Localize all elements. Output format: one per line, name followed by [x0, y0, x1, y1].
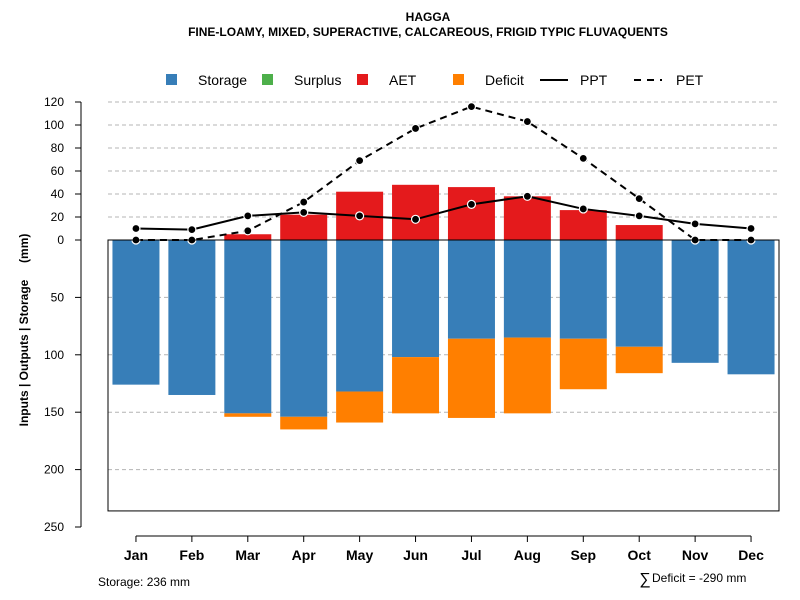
ppt-point — [131, 223, 141, 234]
pet-point — [243, 226, 253, 236]
legend-swatch-surplus — [262, 74, 273, 85]
ppt-point — [578, 204, 588, 214]
pet-line — [135, 105, 752, 241]
storage-bar — [224, 240, 272, 414]
y-tick-label: 150 — [44, 405, 64, 419]
x-tick-label-nov: Nov — [682, 547, 709, 563]
y-axis-label: Inputs | Outputs | Storage (mm) — [17, 234, 31, 427]
storage-bar — [336, 240, 384, 392]
legend-label-pet: PET — [676, 72, 704, 88]
aet-bar — [447, 187, 495, 240]
pet-point — [578, 153, 588, 163]
deficit-sum-symbol: ∑ — [639, 571, 650, 588]
storage-bar — [503, 240, 551, 338]
deficit-bar — [615, 346, 663, 374]
deficit-bar — [503, 337, 551, 414]
storage-bar — [727, 240, 775, 375]
legend-label-deficit: Deficit — [485, 72, 524, 88]
y-tick-label: 50 — [51, 290, 65, 304]
ppt-point — [634, 211, 644, 221]
deficit-note: Deficit = -290 mm — [652, 571, 746, 585]
storage-note: Storage: 236 mm — [98, 575, 190, 589]
x-tick-label-apr: Apr — [292, 547, 317, 563]
x-tick-label-sep: Sep — [570, 547, 596, 563]
pet-point — [299, 197, 309, 207]
bars — [112, 184, 775, 430]
pet-point — [522, 116, 532, 127]
aet-bar — [615, 225, 663, 240]
ppt-point — [522, 191, 532, 201]
y-tick-label: 250 — [44, 520, 64, 534]
x-tick-label-aug: Aug — [514, 547, 541, 563]
storage-bar — [168, 240, 216, 395]
storage-bar — [671, 240, 719, 363]
storage-bar — [112, 240, 160, 385]
storage-bar — [559, 240, 607, 339]
legend-label-aet: AET — [389, 72, 417, 88]
y-tick-label: 200 — [44, 463, 64, 477]
lines — [131, 101, 756, 245]
pet-point — [634, 194, 644, 204]
ppt-point — [187, 225, 197, 235]
storage-bar — [615, 240, 663, 347]
y-tick-label: 80 — [51, 141, 65, 155]
ppt-point — [299, 207, 309, 217]
ppt-point — [410, 214, 421, 224]
legend-swatch-aet — [357, 74, 368, 85]
x-tick-label-may: May — [346, 547, 373, 563]
x-tick-label-jul: Jul — [461, 547, 481, 563]
aet-bar — [392, 184, 440, 240]
y-tick-label: 120 — [44, 95, 64, 109]
chart-subtitle: FINE-LOAMY, MIXED, SUPERACTIVE, CALCAREO… — [188, 25, 668, 39]
legend-label-ppt: PPT — [580, 72, 608, 88]
storage-bar — [280, 240, 328, 417]
aet-bar — [280, 214, 328, 240]
y-tick-label: 60 — [51, 164, 65, 178]
deficit-bar — [336, 391, 384, 423]
aet-bar — [503, 196, 551, 240]
legend-swatch-storage — [166, 74, 177, 85]
deficit-bar — [447, 338, 495, 418]
ppt-point — [690, 219, 700, 229]
storage-bar — [392, 240, 440, 358]
legend-swatch-deficit — [453, 74, 464, 85]
y-tick-label: 0 — [57, 233, 64, 247]
legend: Storage Surplus AET Deficit PPT PET — [166, 72, 704, 88]
ppt-line — [135, 195, 752, 231]
legend-label-surplus: Surplus — [294, 72, 341, 88]
y-tick-label: 100 — [44, 118, 64, 132]
y-tick-label: 100 — [44, 348, 64, 362]
x-tick-label-jun: Jun — [403, 547, 428, 563]
deficit-bar — [280, 416, 328, 430]
chart-title: HAGGA — [406, 10, 451, 24]
pet-point — [466, 101, 477, 112]
aet-bar — [224, 234, 272, 240]
legend-label-storage: Storage — [198, 72, 247, 88]
y-tick-label: 20 — [51, 210, 65, 224]
axes: 0 20 40 60 80 100 120 50 100 150 200 250 Jan Feb Mar Ap… — [44, 95, 780, 563]
deficit-bar — [559, 338, 607, 390]
x-tick-label-jan: Jan — [124, 547, 148, 563]
x-tick-label-feb: Feb — [179, 547, 204, 563]
x-tick-label-oct: Oct — [628, 547, 652, 563]
ppt-point — [355, 211, 365, 221]
ppt-point — [466, 199, 477, 209]
deficit-bar — [392, 357, 440, 414]
pet-point — [410, 123, 421, 134]
y-tick-label: 40 — [51, 187, 65, 201]
pet-point — [355, 156, 365, 166]
storage-bar — [447, 240, 495, 339]
x-tick-label-dec: Dec — [738, 547, 764, 563]
ppt-point — [746, 223, 756, 234]
ppt-point — [243, 211, 253, 221]
aet-bar — [559, 210, 607, 240]
deficit-bar — [224, 413, 272, 417]
x-tick-label-mar: Mar — [235, 547, 260, 563]
